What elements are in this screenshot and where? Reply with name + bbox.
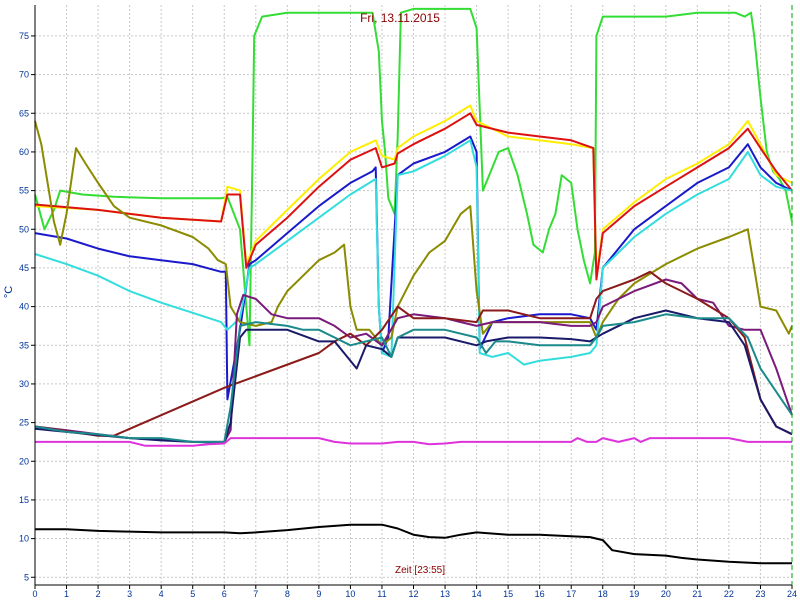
x-tick-label: 22 [724, 589, 734, 599]
x-tick-label: 18 [598, 589, 608, 599]
x-tick-label: 7 [253, 589, 258, 599]
series-line-3 [34, 112, 793, 281]
x-tick-label: 8 [285, 589, 290, 599]
x-tick-label: 15 [503, 589, 513, 599]
y-tick-label: 5 [24, 572, 29, 582]
x-tick-label: 9 [316, 589, 321, 599]
y-tick-label: 45 [19, 263, 29, 273]
y-tick-label: 40 [19, 302, 29, 312]
y-tick-label: 15 [19, 495, 29, 505]
series-line-10 [34, 313, 793, 443]
y-tick-label: 30 [19, 379, 29, 389]
y-tick-label: 50 [19, 224, 29, 234]
x-tick-label: 10 [345, 589, 355, 599]
x-tick-label: 3 [127, 589, 132, 599]
x-tick-label: 24 [787, 589, 797, 599]
tick-labels: 0 1 2 3 4 5 6 7 8 9 10 11 12 13 14 15 16 17 18 19 20 21 22 23 24… [19, 31, 797, 599]
x-tick-label: 14 [472, 589, 482, 599]
series-line-11 [35, 437, 792, 447]
x-tick-label: 1 [64, 589, 69, 599]
x-tick-label: 2 [96, 589, 101, 599]
series-line-1 [34, 7, 793, 347]
series-line-5 [34, 139, 793, 366]
x-tick-label: 20 [661, 589, 671, 599]
y-tick-label: 55 [19, 186, 29, 196]
x-tick-label: 17 [566, 589, 576, 599]
x-tick-label: 23 [755, 589, 765, 599]
y-tick-label: 20 [19, 456, 29, 466]
y-axis-label: °C [3, 286, 15, 298]
x-tick-label: 19 [629, 589, 639, 599]
y-tick-label: 60 [19, 147, 29, 157]
x-tick-label: 13 [440, 589, 450, 599]
series-line-12 [35, 523, 792, 565]
x-tick-label: 16 [535, 589, 545, 599]
series-line-7 [34, 278, 793, 443]
x-axis-label: Zeit [23:55] [395, 565, 445, 576]
y-tick-label: 70 [19, 70, 29, 80]
chart-title: Fri, 13.11.2015 [360, 11, 440, 25]
y-tick-label: 10 [19, 534, 29, 544]
x-tick-label: 12 [408, 589, 418, 599]
x-tick-label: 0 [32, 589, 37, 599]
x-tick-label: 4 [159, 589, 164, 599]
x-tick-label: 6 [222, 589, 227, 599]
y-tick-label: 65 [19, 108, 29, 118]
x-tick-label: 11 [377, 589, 386, 599]
grid [35, 5, 792, 585]
series-line-6 [34, 120, 793, 347]
axes [31, 5, 793, 589]
y-tick-label: 35 [19, 340, 29, 350]
series-line-8 [34, 270, 793, 437]
series-group [34, 7, 793, 565]
y-tick-label: 25 [19, 418, 29, 428]
x-tick-label: 5 [190, 589, 195, 599]
x-tick-label: 21 [692, 589, 702, 599]
y-tick-label: 75 [19, 31, 29, 41]
